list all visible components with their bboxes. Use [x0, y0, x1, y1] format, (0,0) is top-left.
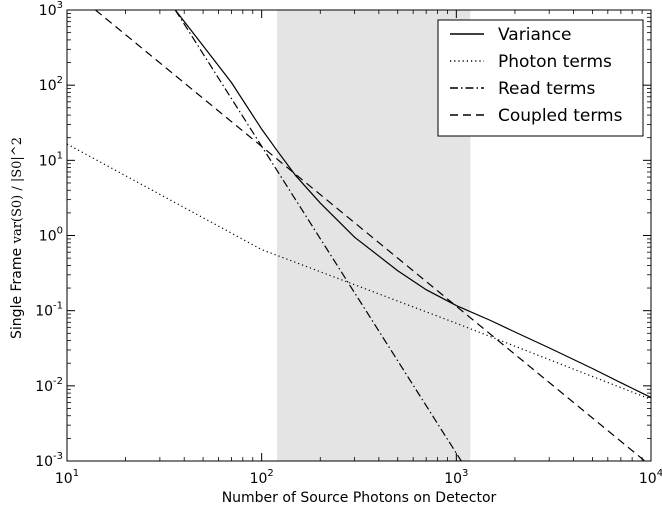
series-line-coupled-terms: [95, 10, 646, 461]
x-tick-label: 101: [55, 468, 79, 487]
legend-label: Variance: [498, 25, 571, 45]
x-tick-label: 103: [444, 468, 468, 487]
y-tick-label: 10-1: [35, 301, 63, 320]
legend-box: [437, 19, 644, 137]
legend: Variance Photon terms Read terms Coupled te…: [437, 19, 644, 137]
y-axis-label-math: var(S0) / |S0|^2: [10, 137, 25, 244]
y-tick-label: 102: [39, 75, 63, 94]
legend-label: Read terms: [498, 79, 595, 99]
series-line-photon-terms: [67, 143, 651, 400]
legend-label: Coupled terms: [498, 106, 623, 126]
series-line-variance: [174, 10, 651, 399]
y-tick-label: 10-3: [35, 451, 63, 470]
series-layer: [67, 10, 651, 461]
y-tick-label: 100: [39, 226, 63, 245]
x-tick-label: 102: [250, 468, 274, 487]
x-axis-label: Number of Source Photons on Detector: [222, 490, 497, 506]
legend-label: Photon terms: [498, 52, 612, 72]
x-tick-label: 104: [639, 468, 662, 487]
ticks-layer: 101 102 103 104 10-3 10-2 10-1 100 101 102 103: [35, 0, 662, 487]
y-tick-label: 10-2: [35, 376, 63, 395]
series-line-read-terms: [174, 10, 462, 461]
y-tick-label: 103: [39, 0, 63, 19]
y-axis-label-prefix: Single Frame: [9, 243, 25, 339]
y-axis-label: Single Frame var(S0) / |S0|^2: [9, 137, 25, 339]
y-tick-label: 101: [39, 150, 63, 169]
